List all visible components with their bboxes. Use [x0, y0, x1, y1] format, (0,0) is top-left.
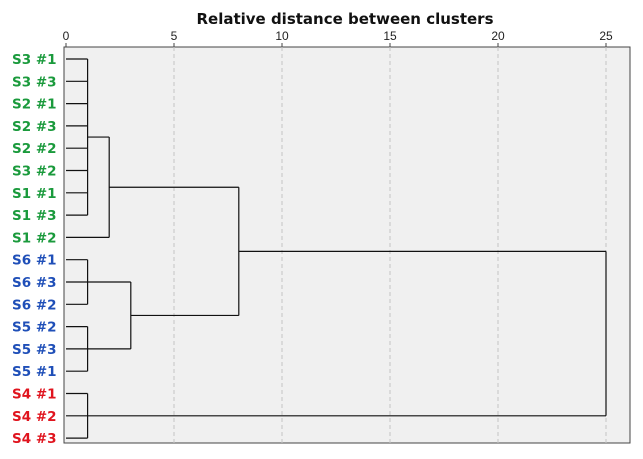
leaf-label: S3 #1 [12, 52, 57, 68]
plot-area [63, 46, 631, 444]
leaf-labels: S3 #1 S3 #3 S2 #1 S2 #3 S2 #2 S3 #2 S1 #1 S1 #3… [12, 52, 57, 447]
leaf-label: S2 #3 [12, 119, 57, 135]
leaf-label: S2 #1 [12, 97, 57, 113]
leaf-label: S4 #1 [12, 387, 57, 403]
leaf-label: S6 #3 [12, 275, 57, 291]
leaf-label: S1 #2 [12, 230, 57, 246]
dendrogram-links [66, 58, 607, 439]
leaf-label: S1 #1 [12, 186, 57, 202]
leaf-label: S6 #1 [12, 253, 57, 269]
x-tick-label: 0 [63, 29, 70, 43]
leaf-label: S5 #3 [12, 342, 57, 358]
x-tick-label: 20 [491, 29, 505, 43]
leaf-label: S6 #2 [12, 297, 57, 313]
x-tick-label: 25 [599, 29, 613, 43]
x-tick-label: 15 [383, 29, 397, 43]
leaf-label: S2 #2 [12, 141, 57, 157]
x-tick-label: 10 [275, 29, 289, 43]
leaf-label: S4 #3 [12, 431, 57, 447]
grid-lines [173, 47, 607, 443]
leaf-label: S5 #2 [12, 320, 57, 336]
leaf-label: S3 #2 [12, 164, 57, 180]
leaf-label: S3 #3 [12, 74, 57, 90]
x-tick-label: 5 [171, 29, 178, 43]
leaf-label: S5 #1 [12, 364, 57, 380]
leaf-label: S4 #2 [12, 409, 57, 425]
chart-title: Relative distance between clusters [196, 10, 493, 28]
leaf-label: S1 #3 [12, 208, 57, 224]
x-axis-ticks: 0 5 10 15 20 25 [63, 29, 613, 47]
